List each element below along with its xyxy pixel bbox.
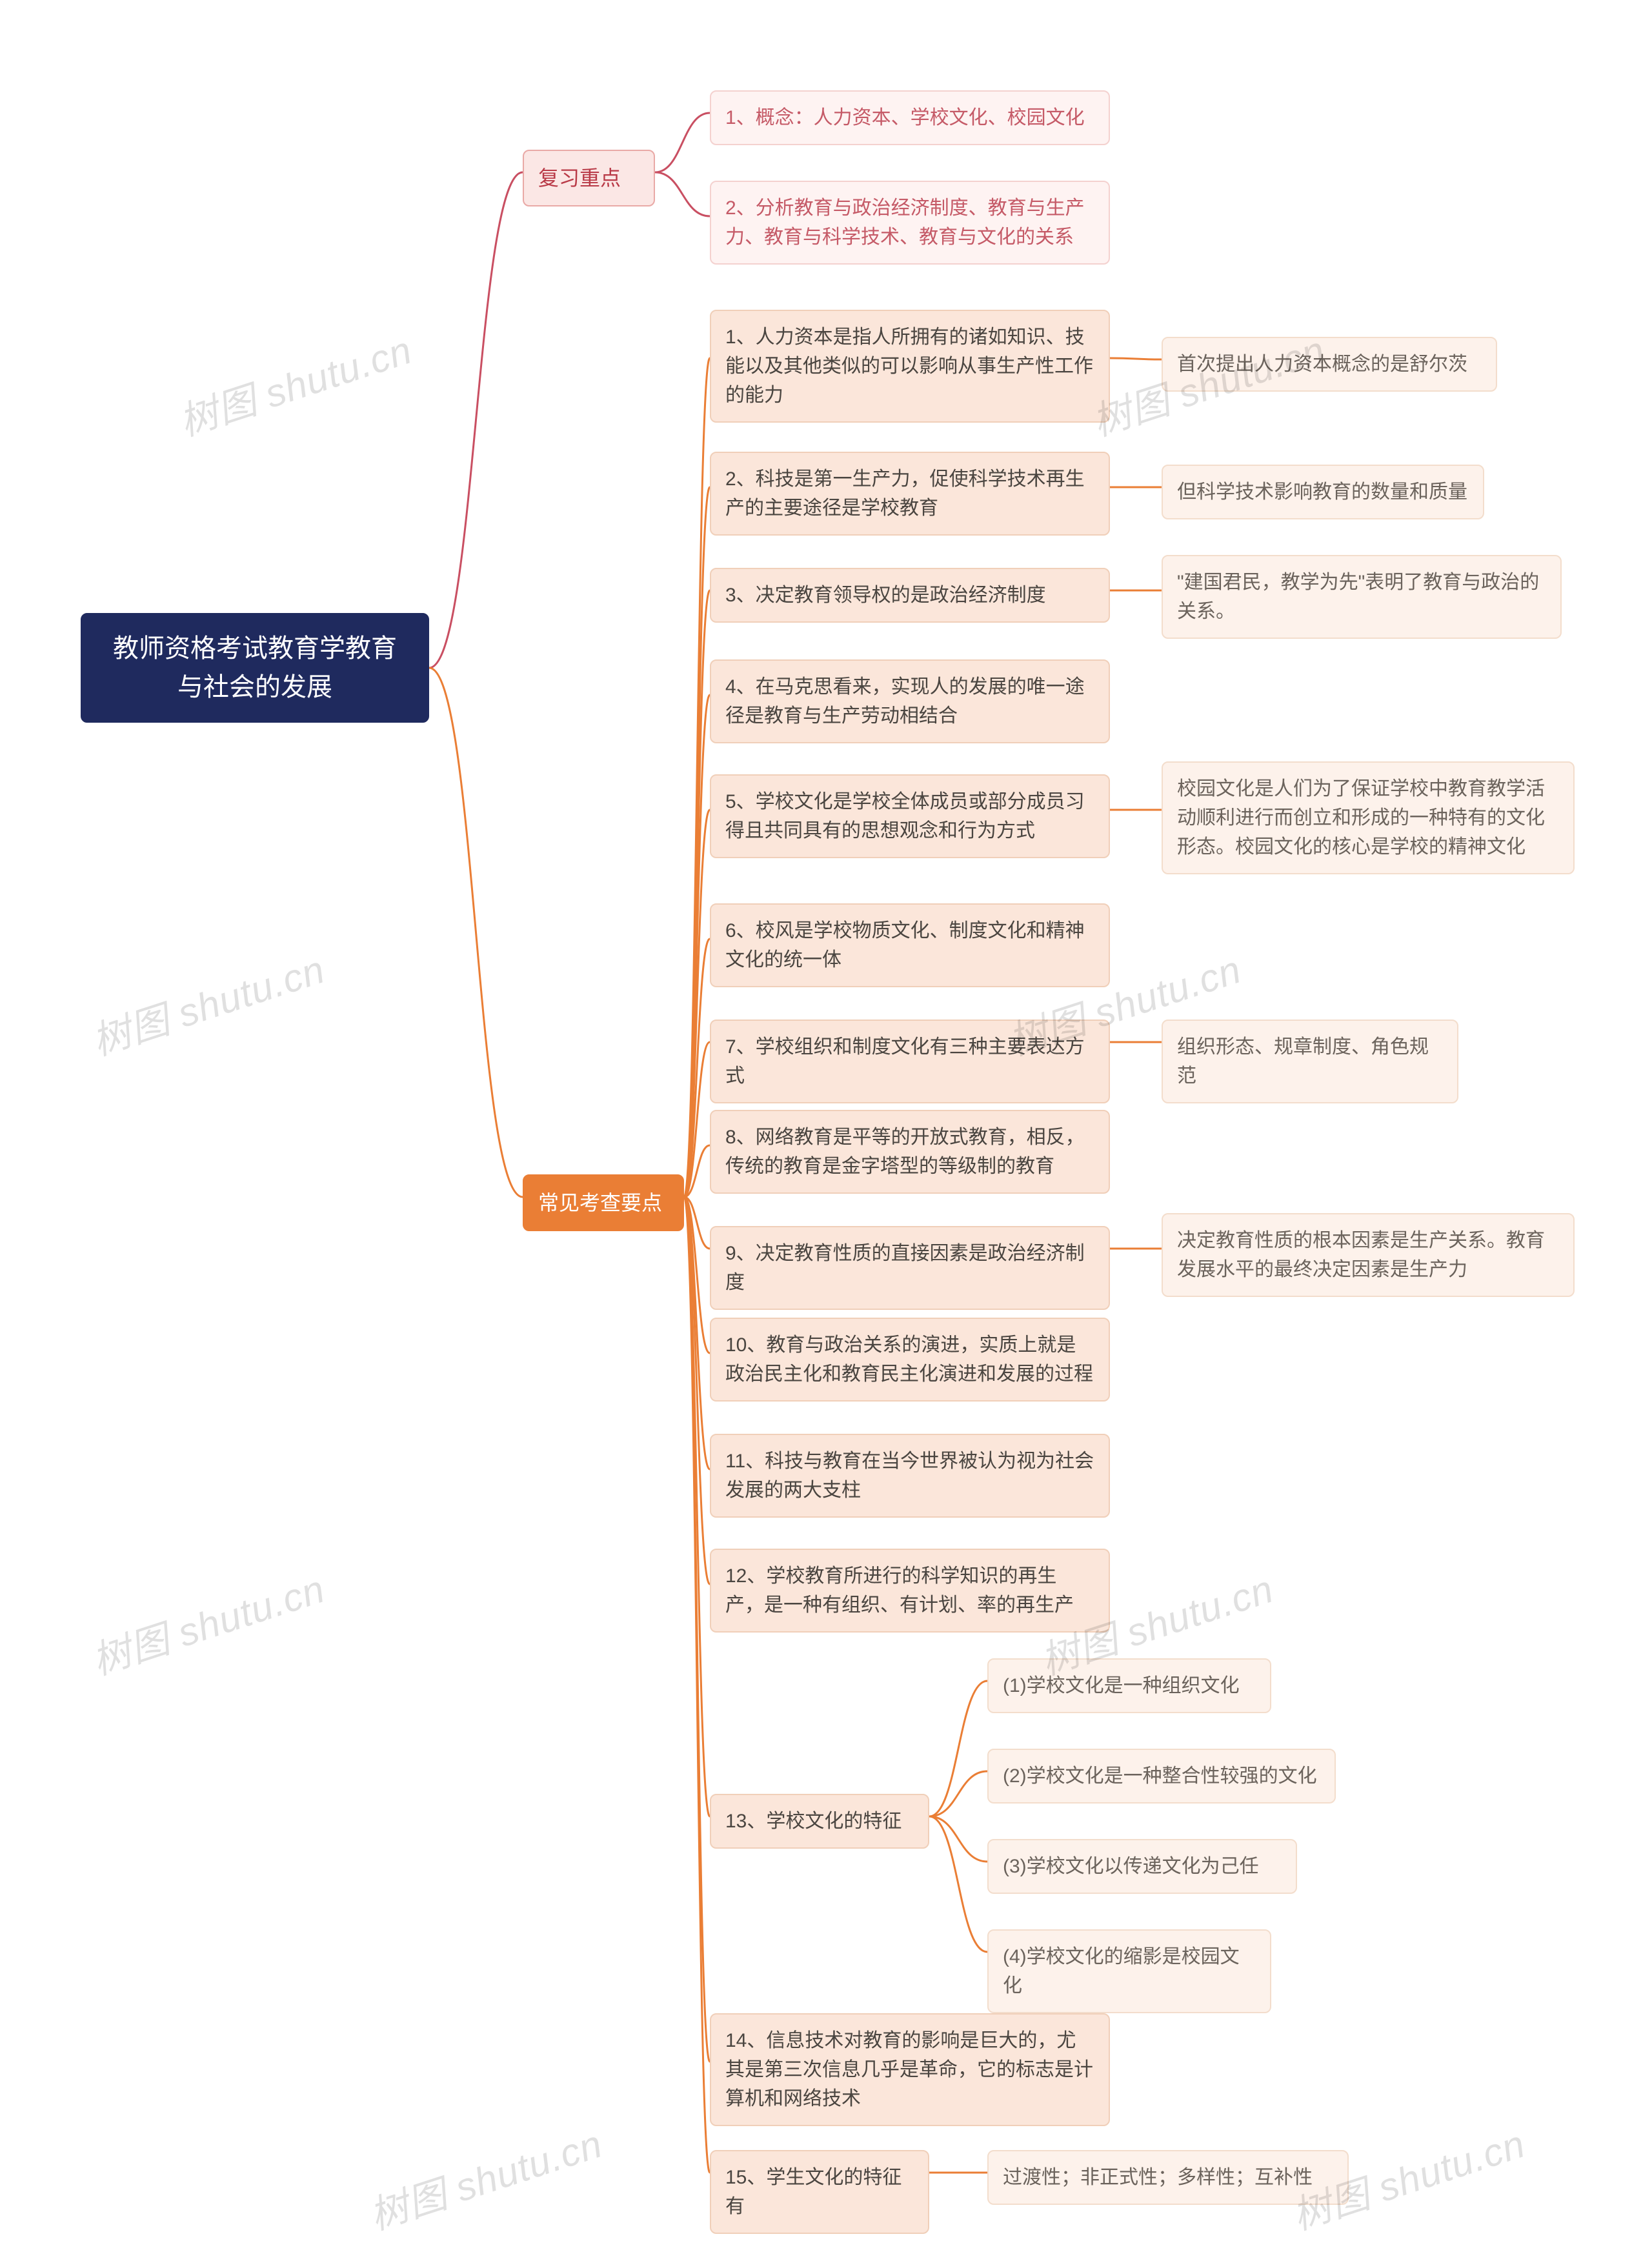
node-b2[interactable]: 2、科技是第一生产力，促使科学技术再生产的主要途径是学校教育 bbox=[710, 452, 1110, 536]
node-b6[interactable]: 6、校风是学校物质文化、制度文化和精神文化的统一体 bbox=[710, 903, 1110, 987]
node-a[interactable]: 复习重点 bbox=[523, 150, 655, 206]
node-b13[interactable]: 13、学校文化的特征 bbox=[710, 1794, 929, 1849]
node-b3[interactable]: 3、决定教育领导权的是政治经济制度 bbox=[710, 568, 1110, 623]
node-b14[interactable]: 14、信息技术对教育的影响是巨大的，尤其是第三次信息几乎是革命，它的标志是计算机… bbox=[710, 2013, 1110, 2126]
node-b12[interactable]: 12、学校教育所进行的科学知识的再生产，是一种有组织、有计划、率的再生产 bbox=[710, 1549, 1110, 1633]
node-b7a[interactable]: 组织形态、规章制度、角色规范 bbox=[1162, 1020, 1458, 1103]
node-b1[interactable]: 1、人力资本是指人所拥有的诸如知识、技能以及其他类似的可以影响从事生产性工作的能… bbox=[710, 310, 1110, 423]
node-b5a[interactable]: 校园文化是人们为了保证学校中教育教学活动顺利进行而创立和形成的一种特有的文化形态… bbox=[1162, 761, 1575, 874]
node-b8[interactable]: 8、网络教育是平等的开放式教育，相反，传统的教育是金字塔型的等级制的教育 bbox=[710, 1110, 1110, 1194]
node-b9a[interactable]: 决定教育性质的根本因素是生产关系。教育发展水平的最终决定因素是生产力 bbox=[1162, 1213, 1575, 1297]
mindmap-canvas: 教师资格考试教育学教育 与社会的发展 复习重点 1、概念：人力资本、学校文化、校园文… bbox=[0, 0, 1652, 2198]
node-b2a[interactable]: 但科学技术影响教育的数量和质量 bbox=[1162, 465, 1484, 519]
node-b13a[interactable]: (1)学校文化是一种组织文化 bbox=[987, 1658, 1271, 1713]
node-b[interactable]: 常见考查要点 bbox=[523, 1174, 684, 1231]
node-a1[interactable]: 1、概念：人力资本、学校文化、校园文化 bbox=[710, 90, 1110, 145]
node-b13d[interactable]: (4)学校文化的缩影是校园文化 bbox=[987, 1929, 1271, 2013]
node-b13c[interactable]: (3)学校文化以传递文化为己任 bbox=[987, 1839, 1297, 1894]
node-b11[interactable]: 11、科技与教育在当今世界被认为视为社会发展的两大支柱 bbox=[710, 1434, 1110, 1518]
node-b1a[interactable]: 首次提出人力资本概念的是舒尔茨 bbox=[1162, 337, 1497, 392]
node-b5[interactable]: 5、学校文化是学校全体成员或部分成员习得且共同具有的思想观念和行为方式 bbox=[710, 774, 1110, 858]
node-n0[interactable]: 教师资格考试教育学教育 与社会的发展 bbox=[81, 613, 429, 723]
node-b7[interactable]: 7、学校组织和制度文化有三种主要表达方式 bbox=[710, 1020, 1110, 1103]
node-b10[interactable]: 10、教育与政治关系的演进，实质上就是政治民主化和教育民主化演进和发展的过程 bbox=[710, 1318, 1110, 1402]
node-b4[interactable]: 4、在马克思看来，实现人的发展的唯一途径是教育与生产劳动相结合 bbox=[710, 659, 1110, 743]
node-a2[interactable]: 2、分析教育与政治经济制度、教育与生产力、教育与科学技术、教育与文化的关系 bbox=[710, 181, 1110, 265]
node-b3a[interactable]: "建国君民，教学为先"表明了教育与政治的关系。 bbox=[1162, 555, 1562, 639]
node-b13b[interactable]: (2)学校文化是一种整合性较强的文化 bbox=[987, 1749, 1336, 1804]
node-b15[interactable]: 15、学生文化的特征有 bbox=[710, 2150, 929, 2234]
node-b15a[interactable]: 过渡性；非正式性；多样性；互补性 bbox=[987, 2150, 1349, 2205]
node-b9[interactable]: 9、决定教育性质的直接因素是政治经济制度 bbox=[710, 1226, 1110, 1310]
